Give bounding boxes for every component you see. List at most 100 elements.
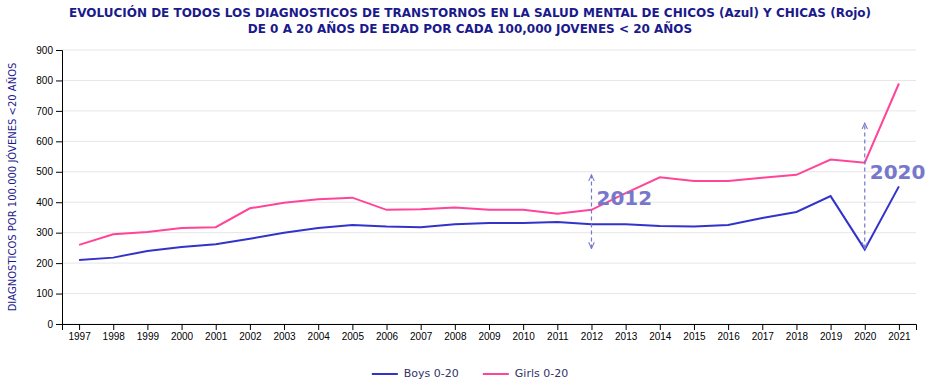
- x-tick: 2020: [854, 324, 877, 342]
- y-tick: 100: [36, 288, 62, 299]
- y-tick-label: 200: [36, 258, 53, 269]
- x-tick-mark: [694, 324, 695, 330]
- x-tick-label: 2010: [513, 331, 536, 342]
- x-tick-label: 1998: [103, 331, 126, 342]
- x-axis: 1997 1998 1999 2000 2001 2002 2003 2004 2005 2006…: [63, 324, 917, 342]
- x-tick: 2006: [376, 324, 399, 342]
- x-tick-label: 2020: [854, 331, 877, 342]
- x-tick: 2008: [444, 324, 467, 342]
- x-tick-label: 2016: [717, 331, 740, 342]
- y-tick-label: 300: [36, 227, 53, 238]
- plot-area: 1997199819992000200120022003200420052006…: [36, 45, 916, 342]
- x-tick: 2016: [717, 324, 740, 342]
- x-tick: 2005: [342, 324, 365, 342]
- series-line: [79, 186, 899, 260]
- y-tick: 400: [36, 197, 62, 208]
- y-tick: 800: [36, 75, 62, 86]
- y-axis-title: DIAGNOSTICOS POR 100.000 JÓVENES <20 AÑO…: [6, 63, 18, 312]
- x-tick-label: 2008: [444, 331, 467, 342]
- y-tick: 600: [36, 136, 62, 147]
- legend-swatch: [483, 373, 509, 375]
- grid-line: [62, 293, 916, 294]
- x-tick: 2003: [273, 324, 296, 342]
- y-tick-label: 800: [36, 75, 53, 86]
- y-tick: 900: [36, 45, 62, 56]
- x-tick: 2014: [649, 324, 672, 342]
- y-tick-mark: [56, 263, 62, 264]
- y-tick-mark: [56, 294, 62, 295]
- x-tick-label: 2006: [376, 331, 399, 342]
- y-axis-line: [56, 51, 63, 325]
- x-tick-mark: [557, 324, 558, 330]
- x-tick-label: 2021: [888, 331, 911, 342]
- x-tick-label: 2001: [205, 331, 228, 342]
- subtitle: DE 0 A 20 AÑOS DE EDAD POR CADA 100,000 …: [248, 21, 692, 36]
- x-tick: 2015: [683, 324, 706, 342]
- x-tick: 2004: [308, 324, 331, 342]
- y-tick: 0: [47, 319, 62, 330]
- legend-item: Girls 0-20: [483, 367, 568, 380]
- x-tick-label: 2002: [239, 331, 262, 342]
- x-tick: 2001: [205, 324, 228, 342]
- annotation-arrow: [864, 123, 865, 248]
- x-tick-mark: [113, 324, 114, 330]
- x-tick: 1999: [137, 324, 160, 342]
- y-tick: 300: [36, 227, 62, 238]
- x-tick-label: 2005: [342, 331, 365, 342]
- x-tick-mark: [728, 324, 729, 330]
- y-tick-mark: [56, 202, 62, 203]
- x-tick-mark: [147, 324, 148, 330]
- x-tick: 2017: [752, 324, 775, 342]
- x-tick-label: 1997: [68, 331, 91, 342]
- x-tick: 2002: [239, 324, 262, 342]
- grid-line: [62, 171, 916, 172]
- grid-line: [62, 141, 916, 142]
- chart: 1997199819992000200120022003200420052006…: [0, 0, 940, 386]
- x-tick-mark: [79, 324, 80, 330]
- x-tick-label: 2017: [752, 331, 775, 342]
- x-tick-label: 2000: [171, 331, 194, 342]
- x-tick: 1998: [103, 324, 126, 342]
- x-tick-mark: [865, 324, 866, 330]
- grid-line: [62, 232, 916, 233]
- x-tick-label: 1999: [137, 331, 160, 342]
- x-tick-label: 2019: [820, 331, 843, 342]
- x-tick: 2000: [171, 324, 194, 342]
- y-tick: 700: [36, 106, 62, 117]
- legend: Boys 0-20 Girls 0-20: [372, 367, 568, 380]
- x-tick-label: 2004: [308, 331, 331, 342]
- x-tick-mark: [523, 324, 524, 330]
- y-tick-mark: [56, 141, 62, 142]
- y-tick-label: 700: [36, 106, 53, 117]
- annotation-text: 2012: [596, 186, 652, 210]
- x-tick-mark: [591, 324, 592, 330]
- grid-line: [62, 80, 916, 81]
- x-tick: 2011: [547, 324, 569, 342]
- legend-label: Girls 0-20: [515, 367, 568, 380]
- x-tick-label: 2011: [547, 331, 569, 342]
- x-tick-label: 2013: [615, 331, 638, 342]
- x-tick-mark: [796, 324, 797, 330]
- grid: [62, 50, 916, 324]
- x-tick-mark: [284, 324, 285, 330]
- x-tick-mark: [352, 324, 353, 330]
- x-tick-mark: [421, 324, 422, 330]
- x-tick-label: 2009: [478, 331, 501, 342]
- grid-line: [62, 202, 916, 203]
- x-tick-mark: [489, 324, 490, 330]
- legend-label: Boys 0-20: [404, 367, 459, 380]
- x-tick: 2012: [581, 324, 604, 342]
- x-tick-mark: [899, 324, 900, 330]
- x-tick: 2009: [478, 324, 501, 342]
- y-tick: 500: [36, 166, 62, 177]
- x-tick: 2021: [888, 324, 911, 342]
- x-tick-mark: [626, 324, 627, 330]
- x-tick: 2013: [615, 324, 638, 342]
- x-tick-label: 2007: [410, 331, 433, 342]
- series-line: [79, 83, 899, 244]
- y-tick: 200: [36, 258, 62, 269]
- y-tick-label: 100: [36, 288, 53, 299]
- x-tick-mark: [762, 324, 763, 330]
- x-axis-line: [63, 325, 917, 331]
- grid-line: [62, 110, 916, 111]
